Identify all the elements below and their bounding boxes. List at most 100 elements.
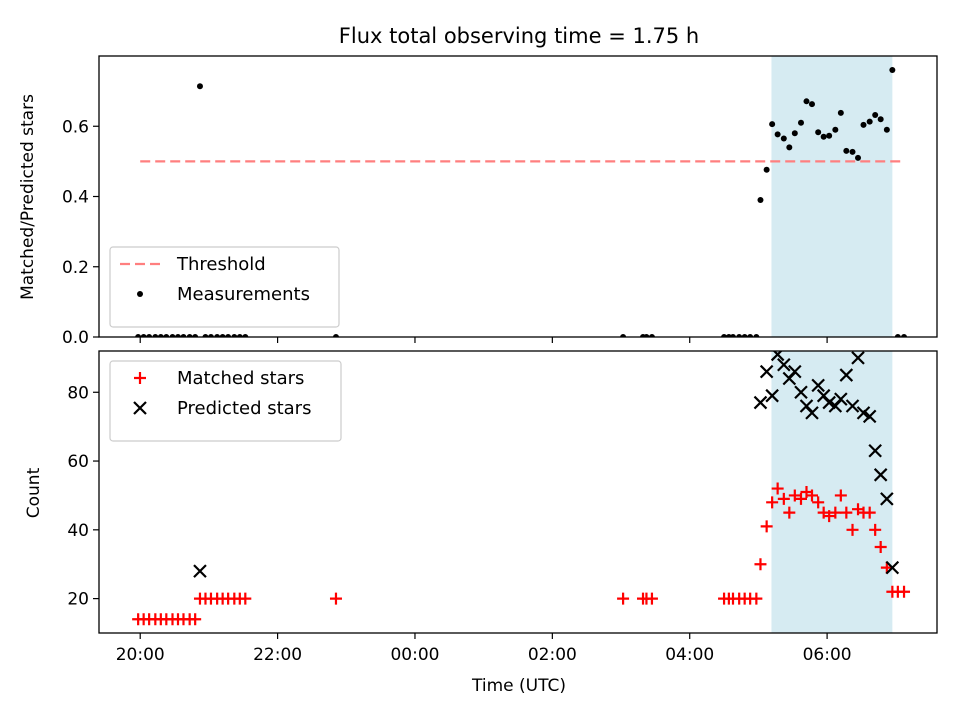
x-axis-label: Time (UTC): [471, 676, 566, 696]
predicted-star-point: [788, 364, 802, 379]
y-tick-label: 0.6: [62, 117, 89, 137]
predicted-star-point: [770, 351, 785, 362]
measurement-point: [146, 334, 153, 337]
measurement-point: [757, 197, 764, 204]
legend: Matched stars Predicted stars: [109, 360, 342, 442]
matched-star-point: [869, 523, 882, 536]
data-layer: [132, 351, 911, 626]
matched-star-point: [805, 489, 818, 502]
matched-star-point: [840, 506, 853, 519]
matched-star-point: [788, 489, 801, 502]
matched-star-point: [823, 510, 836, 523]
measurement-point: [186, 334, 193, 337]
measurement-point: [815, 129, 822, 136]
predicted-star-point: [753, 395, 768, 410]
legend-measurement-swatch: [137, 291, 143, 297]
predicted-star-point: [777, 357, 791, 372]
measurement-point: [152, 334, 159, 337]
measurement-point: [791, 130, 798, 137]
observing-window-shade: [771, 56, 893, 337]
y-tick-label: 0.2: [62, 258, 89, 278]
measurement-point: [214, 334, 221, 337]
measurement-point: [747, 334, 754, 337]
predicted-star-point: [811, 378, 825, 393]
measurement-point: [721, 334, 728, 337]
measurement-point: [780, 135, 787, 142]
measurement-point: [192, 334, 199, 337]
predicted-star-point: [759, 364, 774, 379]
y-axis-label: Matched/Predicted stars: [18, 94, 38, 300]
y-tick-label: 60: [67, 452, 89, 472]
measurement-point: [753, 334, 760, 337]
measurement-point: [163, 334, 170, 337]
top-panel-ratio: 0.0 0.2 0.4 0.6 Matched/Predicted stars Thres…: [18, 55, 938, 348]
measurement-point: [820, 133, 827, 140]
predicted-star-point: [873, 468, 888, 482]
measurement-point: [889, 67, 896, 74]
y-tick-label: 20: [67, 590, 89, 610]
measurement-point: [648, 334, 655, 337]
predicted-star-point: [794, 385, 808, 400]
measurement-point: [769, 121, 776, 128]
measurement-point: [774, 131, 781, 138]
measurement-point: [855, 154, 862, 161]
predicted-star-point: [193, 564, 207, 578]
predicted-star-point: [868, 443, 882, 458]
predicted-star-point: [856, 406, 871, 420]
legend-predicted-swatch: [133, 401, 147, 415]
matched-star-point: [846, 523, 859, 536]
predicted-star-point: [880, 492, 894, 506]
measurement-point: [219, 334, 226, 337]
matched-star-point: [829, 506, 842, 519]
measurement-point: [843, 147, 850, 154]
measurement-point: [803, 98, 810, 105]
measurement-point: [169, 334, 176, 337]
measurement-point: [620, 334, 627, 337]
predicted-star-point: [822, 395, 836, 410]
x-tick-label: 06:00: [803, 645, 852, 665]
predicted-star-point: [851, 351, 865, 365]
measurement-point: [202, 334, 209, 337]
measurement-point: [786, 144, 793, 151]
measurement-point: [741, 334, 748, 337]
matched-star-point: [834, 489, 847, 502]
matched-star-point: [645, 592, 658, 605]
measurement-point: [135, 334, 142, 337]
measurement-point: [826, 132, 833, 139]
measurement-point: [157, 334, 164, 337]
legend-label: Predicted stars: [177, 398, 311, 419]
predicted-star-point: [885, 560, 900, 575]
measurement-point: [242, 334, 249, 337]
measurement-point: [901, 334, 908, 337]
x-tick-label: 04:00: [665, 645, 714, 665]
panel-frame: [98, 350, 938, 634]
measurement-point: [837, 109, 844, 116]
bottom-panel-count: 20 40 60 80 20:00 22:00 00:00 02:00 04:00 06:00 Co…: [24, 350, 938, 665]
y-tick-label: 40: [67, 521, 89, 541]
x-tick-label: 20:00: [116, 645, 165, 665]
matched-star-point: [617, 592, 630, 605]
legend-label: Measurements: [177, 284, 310, 305]
matched-star-point: [329, 592, 342, 605]
predicted-star-point: [839, 368, 854, 382]
measurement-point: [797, 119, 804, 126]
predicted-star-point: [862, 409, 877, 424]
measurement-point: [872, 112, 879, 119]
x-tick-label: 02:00: [528, 645, 577, 665]
measurement-point: [849, 148, 856, 155]
chart-title: Flux total observing time = 1.75 h: [339, 24, 699, 48]
legend-frame: [109, 246, 340, 328]
measurement-point: [174, 334, 181, 337]
matched-star-point: [760, 520, 773, 533]
y-tick-label: 80: [67, 383, 89, 403]
measurement-point: [736, 334, 743, 337]
matched-star-point: [754, 558, 767, 571]
measurement-point: [231, 334, 238, 337]
matched-star-point: [874, 541, 887, 554]
data-layer: [135, 67, 908, 337]
legend: Threshold Measurements: [109, 246, 340, 328]
measurement-point: [236, 334, 243, 337]
y-tick-label: 0.4: [62, 188, 89, 208]
matched-star-point: [898, 585, 911, 598]
x-tick-label: 00:00: [390, 645, 439, 665]
